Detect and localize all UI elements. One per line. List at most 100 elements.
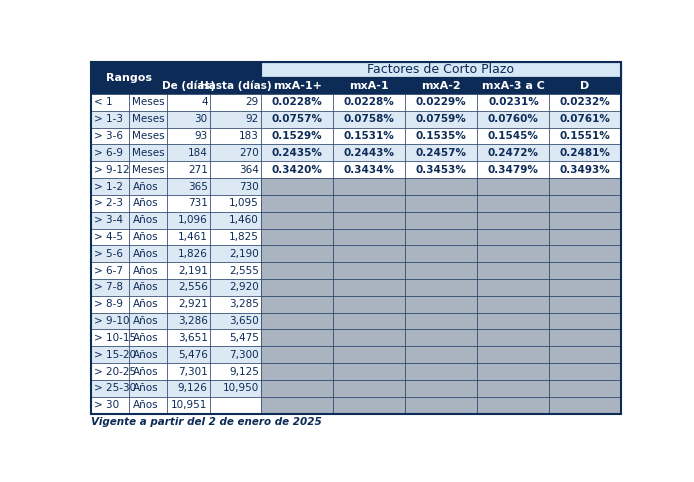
Bar [129, 128, 167, 145]
Text: Años: Años [133, 383, 158, 393]
Text: > 15-20: > 15-20 [94, 350, 136, 360]
Bar [91, 313, 129, 330]
Bar [405, 296, 477, 313]
Text: mxA-2: mxA-2 [421, 80, 461, 91]
Bar [261, 161, 333, 178]
Text: Años: Años [133, 316, 158, 326]
Bar [261, 128, 333, 145]
Text: D: D [580, 80, 590, 91]
Bar [333, 128, 405, 145]
Bar [477, 111, 550, 128]
Text: Meses: Meses [133, 148, 165, 158]
Bar [261, 330, 333, 346]
Bar [261, 212, 333, 228]
Bar [405, 228, 477, 245]
Bar [550, 380, 620, 397]
Text: 0.3420%: 0.3420% [272, 165, 323, 174]
Text: De (días): De (días) [162, 80, 215, 91]
Bar [477, 346, 550, 363]
Bar [129, 346, 167, 363]
Bar [405, 262, 477, 279]
Bar [210, 178, 261, 195]
Bar [167, 262, 210, 279]
Bar [91, 397, 129, 414]
Bar [550, 111, 620, 128]
Bar [210, 330, 261, 346]
Text: 1,826: 1,826 [178, 249, 208, 259]
Bar [129, 330, 167, 346]
Bar [333, 346, 405, 363]
Bar [167, 228, 210, 245]
Bar [167, 94, 210, 111]
Bar [477, 330, 550, 346]
Text: 1,461: 1,461 [178, 232, 208, 242]
Bar [210, 346, 261, 363]
Text: 29: 29 [246, 97, 259, 107]
Text: Años: Años [133, 182, 158, 191]
Bar [210, 77, 261, 94]
Text: > 9-10: > 9-10 [94, 316, 129, 326]
Bar [167, 245, 210, 262]
Bar [550, 397, 620, 414]
Bar [167, 296, 210, 313]
Bar [550, 212, 620, 228]
Bar [477, 380, 550, 397]
Bar [167, 212, 210, 228]
Text: 7,301: 7,301 [178, 366, 208, 376]
Text: 0.0757%: 0.0757% [271, 114, 323, 124]
Text: 3,650: 3,650 [229, 316, 259, 326]
Text: Años: Años [133, 299, 158, 309]
Text: Años: Años [133, 282, 158, 293]
Bar [261, 313, 333, 330]
Bar [477, 296, 550, 313]
Bar [333, 178, 405, 195]
Text: 0.0760%: 0.0760% [488, 114, 539, 124]
Bar [91, 62, 167, 94]
Bar [405, 279, 477, 296]
Text: > 3-6: > 3-6 [94, 131, 123, 141]
Text: > 9-12: > 9-12 [94, 165, 129, 174]
Text: 10,951: 10,951 [171, 400, 208, 410]
Bar [129, 296, 167, 313]
Bar [210, 228, 261, 245]
Text: 365: 365 [188, 182, 208, 191]
Text: Años: Años [133, 266, 158, 276]
Text: 2,920: 2,920 [229, 282, 259, 293]
Bar [91, 62, 129, 77]
Bar [405, 245, 477, 262]
Text: Años: Años [133, 400, 158, 410]
Bar [167, 313, 210, 330]
Text: 0.1535%: 0.1535% [416, 131, 466, 141]
Bar [477, 94, 550, 111]
Bar [405, 346, 477, 363]
Bar [261, 397, 333, 414]
Bar [261, 279, 333, 296]
Bar [210, 313, 261, 330]
Bar [477, 245, 550, 262]
Text: Años: Años [133, 199, 158, 208]
Bar [261, 346, 333, 363]
Text: 731: 731 [188, 199, 208, 208]
Bar [167, 380, 210, 397]
Text: Años: Años [133, 366, 158, 376]
Bar [405, 363, 477, 380]
Bar [210, 262, 261, 279]
Text: 2,556: 2,556 [178, 282, 208, 293]
Text: Meses: Meses [133, 114, 165, 124]
Bar [477, 313, 550, 330]
Bar [91, 346, 129, 363]
Bar [91, 94, 129, 111]
Text: 9,125: 9,125 [229, 366, 259, 376]
Bar [550, 262, 620, 279]
Text: Años: Años [133, 249, 158, 259]
Text: 30: 30 [194, 114, 208, 124]
Bar [129, 195, 167, 212]
Bar [167, 279, 210, 296]
Bar [91, 195, 129, 212]
Text: Meses: Meses [133, 165, 165, 174]
Text: 7,300: 7,300 [229, 350, 259, 360]
Text: 0.1531%: 0.1531% [344, 131, 395, 141]
Bar [261, 111, 333, 128]
Bar [91, 279, 129, 296]
Text: > 2-3: > 2-3 [94, 199, 123, 208]
